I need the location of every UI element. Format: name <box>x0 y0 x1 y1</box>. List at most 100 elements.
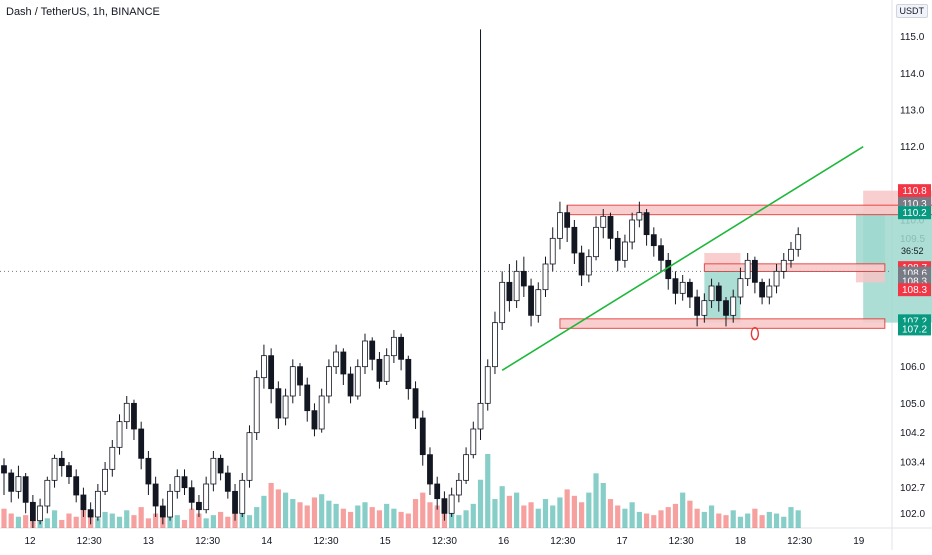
candle-body <box>549 237 556 265</box>
candle-body <box>188 487 195 503</box>
zone-1 <box>703 263 886 273</box>
volume-bar <box>420 492 426 528</box>
volume-bar <box>607 499 614 528</box>
candle-body <box>463 454 469 481</box>
candle-body <box>455 479 462 496</box>
volume-bar <box>369 507 375 528</box>
volume-bar <box>643 513 650 528</box>
volume-bar <box>59 519 65 528</box>
volume-bar <box>333 503 339 528</box>
x-tick-label-10: 17 <box>616 536 628 547</box>
volume-bar <box>550 505 556 528</box>
volume-bar <box>506 495 512 528</box>
candle-body <box>788 248 794 261</box>
volume-bar <box>1 508 7 528</box>
volume-bar <box>449 513 455 528</box>
candle-body <box>333 351 340 368</box>
candle-body <box>448 494 455 514</box>
volume-bar <box>514 492 520 528</box>
volume-bar <box>398 511 404 528</box>
candle-body <box>751 259 758 283</box>
volume-bar <box>95 518 101 528</box>
price-badge-1: 110.3 <box>902 199 927 210</box>
candle-body <box>593 226 599 258</box>
candle-body <box>102 468 108 492</box>
volume-bar <box>225 516 231 528</box>
candle-body <box>708 285 715 302</box>
x-tick-label-2: 13 <box>143 536 155 547</box>
candle-body <box>318 395 325 430</box>
x-tick-label-13: 12:30 <box>787 536 812 547</box>
x-tick-label-6: 15 <box>380 536 392 547</box>
volume-bar <box>463 510 469 528</box>
candle-body <box>261 355 267 379</box>
volume-bar <box>355 505 361 528</box>
candle-body <box>282 395 289 419</box>
candle-body <box>304 384 311 412</box>
candle-body <box>87 509 94 518</box>
volume-bar <box>492 499 498 528</box>
candle-body <box>427 454 433 485</box>
volume-bar <box>181 519 188 528</box>
candle-body <box>766 285 773 298</box>
candle-body <box>123 402 130 423</box>
candle-body <box>275 388 282 419</box>
volume-bar <box>131 515 137 528</box>
candle-body <box>232 490 238 514</box>
volume-bar <box>716 513 722 528</box>
volume-bar <box>340 508 346 528</box>
candle-body <box>564 212 571 228</box>
volume-bar <box>8 513 14 528</box>
candle-body <box>51 457 58 481</box>
volume-bar <box>788 507 794 528</box>
volume-bar <box>687 500 693 528</box>
candle-body <box>419 417 426 456</box>
volume-bar <box>102 511 108 528</box>
candle-body <box>174 476 181 492</box>
volume-bar <box>434 505 440 528</box>
candle-body <box>354 366 361 397</box>
currency-badge[interactable]: USDT <box>895 4 928 18</box>
price-badge-bg-0 <box>898 184 931 198</box>
volume-bar <box>23 515 29 528</box>
volume-bar <box>456 515 462 528</box>
volume-bar <box>384 503 390 528</box>
candle-body <box>340 351 347 375</box>
annotation-circle <box>750 326 760 341</box>
candle-body <box>499 281 506 324</box>
price-badge-4: 108.6 <box>902 269 927 280</box>
volume-bar <box>470 503 476 528</box>
candle-body <box>405 358 412 390</box>
volume-bar <box>138 507 144 528</box>
volume-bar <box>571 495 577 528</box>
volume-bar <box>203 518 209 528</box>
candle-body <box>116 421 123 448</box>
x-tick-label-1: 12:30 <box>77 536 102 547</box>
volume-bar <box>759 515 765 528</box>
y-tick-label-3: 112.0 <box>900 142 925 153</box>
volume-bar <box>499 486 505 528</box>
volume-bar <box>535 508 541 528</box>
candle-body <box>217 457 224 474</box>
y-tick-label-10: 102.7 <box>900 483 925 494</box>
volume-bar <box>600 482 606 528</box>
y-tick-label-0: 115.0 <box>900 32 925 43</box>
x-tick-label-12: 18 <box>735 536 747 547</box>
candle-body <box>643 212 650 236</box>
candle-body <box>73 476 80 496</box>
volume-bar <box>268 482 274 528</box>
candle-body <box>687 281 693 298</box>
candle-body <box>29 501 36 522</box>
y-tick-label-8: 104.2 <box>900 428 925 439</box>
candle-body <box>246 432 253 481</box>
candle-body <box>650 234 657 247</box>
position-box-mini-profit <box>855 212 885 268</box>
candle-body <box>362 340 368 368</box>
candle-body <box>636 212 643 221</box>
candle-body <box>715 285 722 302</box>
x-tick-label-4: 14 <box>261 536 273 547</box>
volume-bar <box>477 479 484 528</box>
price-badge-5: 108.3 <box>902 277 927 288</box>
